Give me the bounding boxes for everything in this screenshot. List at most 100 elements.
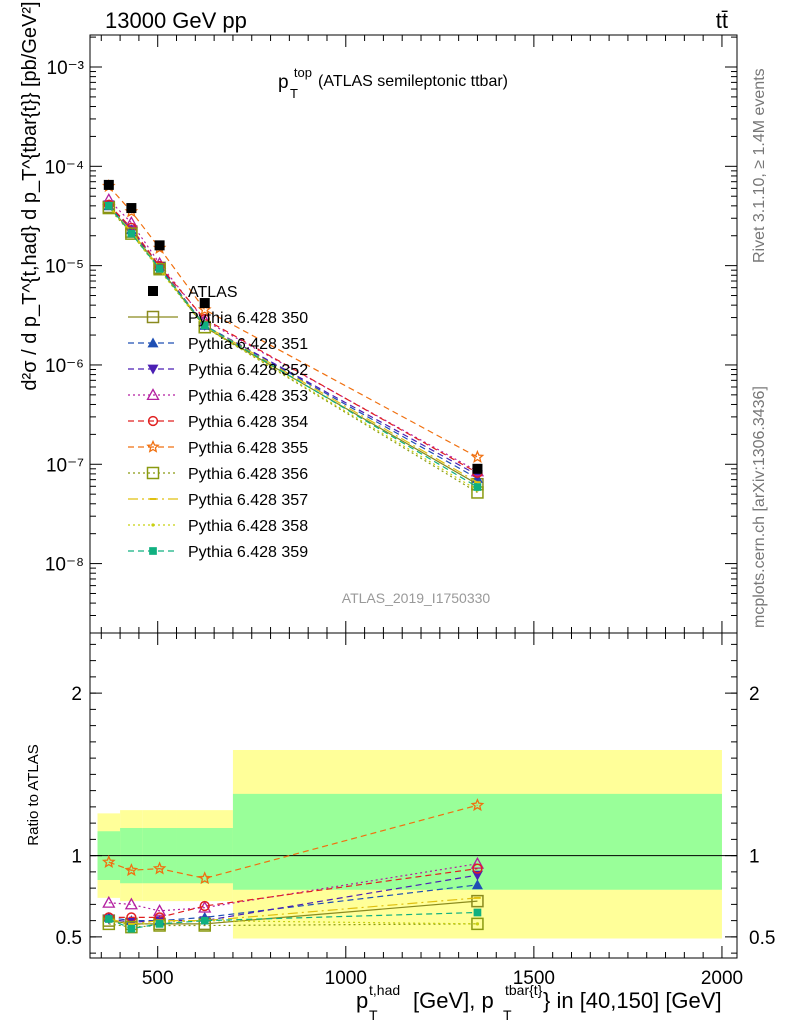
ratio-series-point [102,895,116,908]
legend-marker [146,310,160,324]
atlas-data-point [199,298,210,309]
main-title: p top T (ATLAS semileptonic ttbar) [278,65,508,101]
ratio-series-point [471,879,483,890]
x-tick-label: 2000 [701,968,743,989]
legend-label: Pythia 6.428 354 [188,414,308,431]
main-title-p: p [278,72,289,93]
x-tick-label: 1500 [513,968,555,989]
x-tick-label: 1000 [325,968,367,989]
xlabel-sup2: tbar{t} [505,982,543,998]
legend-label: Pythia 6.428 353 [188,388,308,405]
ratio-series-point [470,856,485,869]
main-y-tick-label: 10⁻³ [47,58,85,79]
ratio-series-point [470,798,485,812]
main-series-line [108,204,478,476]
ratio-series-point [152,861,167,875]
header-right-label: tt̄ [716,8,728,33]
legend-marker [146,439,160,453]
legend-marker [146,388,160,401]
ratio-y-tick-label-right: 2 [749,684,760,705]
ratio-series-point [124,897,138,910]
legend-label-atlas: ATLAS [188,284,238,301]
ratio-series-point [471,917,484,931]
xlabel-end: } in [40,150] [GeV] [543,988,722,1013]
ratio-series-line [108,863,478,912]
legend-marker [147,415,159,427]
main-series-point [153,262,166,276]
main-y-tick-label: 10⁻⁸ [45,555,84,576]
main-series-point [125,227,138,240]
main-plot: 10⁻³ 10⁻⁴ 10⁻⁵ 10⁻⁶ 10⁻⁷ 10⁻⁸ [45,34,738,634]
xlabel-sub1: T [369,1007,378,1023]
main-series-point [470,449,485,463]
main-series-point [155,264,164,273]
ratio-series-point [124,863,139,877]
ratio-plot: 0.5 0.5 1 1 2 2 500 1000 1500 2000 [56,632,775,989]
legend: ATLAS Pythia 6.428 350 Pythia 6.428 351 Pyt… [128,284,308,561]
legend-label: Pythia 6.428 352 [188,362,308,379]
xlabel-mid: [GeV], p [413,988,494,1013]
main-series-point [200,321,209,330]
ratio-y-tick-label-right: 1 [749,847,760,868]
main-y-tick-label: 10⁻⁵ [45,257,84,278]
ratio-series-point [125,920,138,934]
xlabel-sub2: T [503,1007,512,1023]
main-y-tick-label: 10⁻⁶ [45,356,84,377]
legend-marker [147,337,159,348]
ratio-series-point [475,922,480,926]
xlabel-sup1: t,had [369,982,400,998]
main-series-point [104,201,113,210]
ratio-series-point [199,900,210,912]
ratio-series-point [471,870,483,881]
xlabel-p1: p [356,988,368,1013]
ratio-series-point [200,916,209,925]
main-series-point [473,483,482,491]
legend-label: Pythia 6.428 359 [188,544,308,561]
header-left-label: 13000 GeV pp [105,8,247,33]
main-y-tick-label: 10⁻⁷ [46,455,84,476]
ratio-series-point [197,871,212,885]
main-title-sub: T [290,86,298,101]
ratio-y-tick-label: 0.5 [56,928,82,949]
ratio-series-point [152,904,167,916]
atlas-data-point [126,203,137,214]
x-tick-label: 500 [142,968,174,989]
main-series-point [127,229,136,238]
analysis-watermark: ATLAS_2019_I1750330 [342,590,491,606]
ratio-frame [89,632,738,959]
svg-text:p top: p top [278,65,312,93]
ratio-y-tick-label: 2 [71,684,82,705]
main-title-sup: top [294,65,312,80]
ratio-series-line [108,868,478,918]
legend-label: Pythia 6.428 350 [188,310,308,327]
side-label-top: Rivet 3.1.10, ≥ 1.4M events [751,68,768,263]
main-series-line [108,204,478,474]
ratio-series-point [101,854,116,868]
legend-marker [149,547,157,555]
legend-marker [147,364,159,375]
legend-label: Pythia 6.428 357 [188,492,308,509]
atlas-data-point [154,240,165,251]
ratio-series-point [155,920,164,928]
ratio-series-line [108,897,478,925]
main-y-axis-label: d²σ / d p_T^{t,had} d p_T^{tbar{t}} [pb/… [19,1,41,390]
atlas-data-point [472,463,483,474]
ratio-series-point [471,894,484,908]
side-label-bottom: mcplots.cern.ch [arXiv:1306.3436] [751,386,768,628]
ratio-y-tick-label: 1 [71,847,82,868]
main-y-tick-label: 10⁻⁴ [45,157,84,178]
ratio-series-point [104,915,113,923]
ratio-series-point [127,924,136,933]
atlas-data-point [103,179,114,190]
main-title-rest: (ATLAS semileptonic ttbar) [318,73,508,90]
legend-label: Pythia 6.428 355 [188,440,308,457]
legend-marker [146,466,160,480]
ratio-y-tick-label-right: 0.5 [749,928,775,949]
x-axis-label: p T t,had [GeV], p T tbar{t} } in [40,15… [356,982,722,1023]
svg-text:p: p [356,988,368,1013]
legend-marker-atlas [148,286,158,296]
legend-label: Pythia 6.428 356 [188,466,308,483]
legend-label: Pythia 6.428 358 [188,518,308,535]
ratio-series-line [108,804,478,879]
